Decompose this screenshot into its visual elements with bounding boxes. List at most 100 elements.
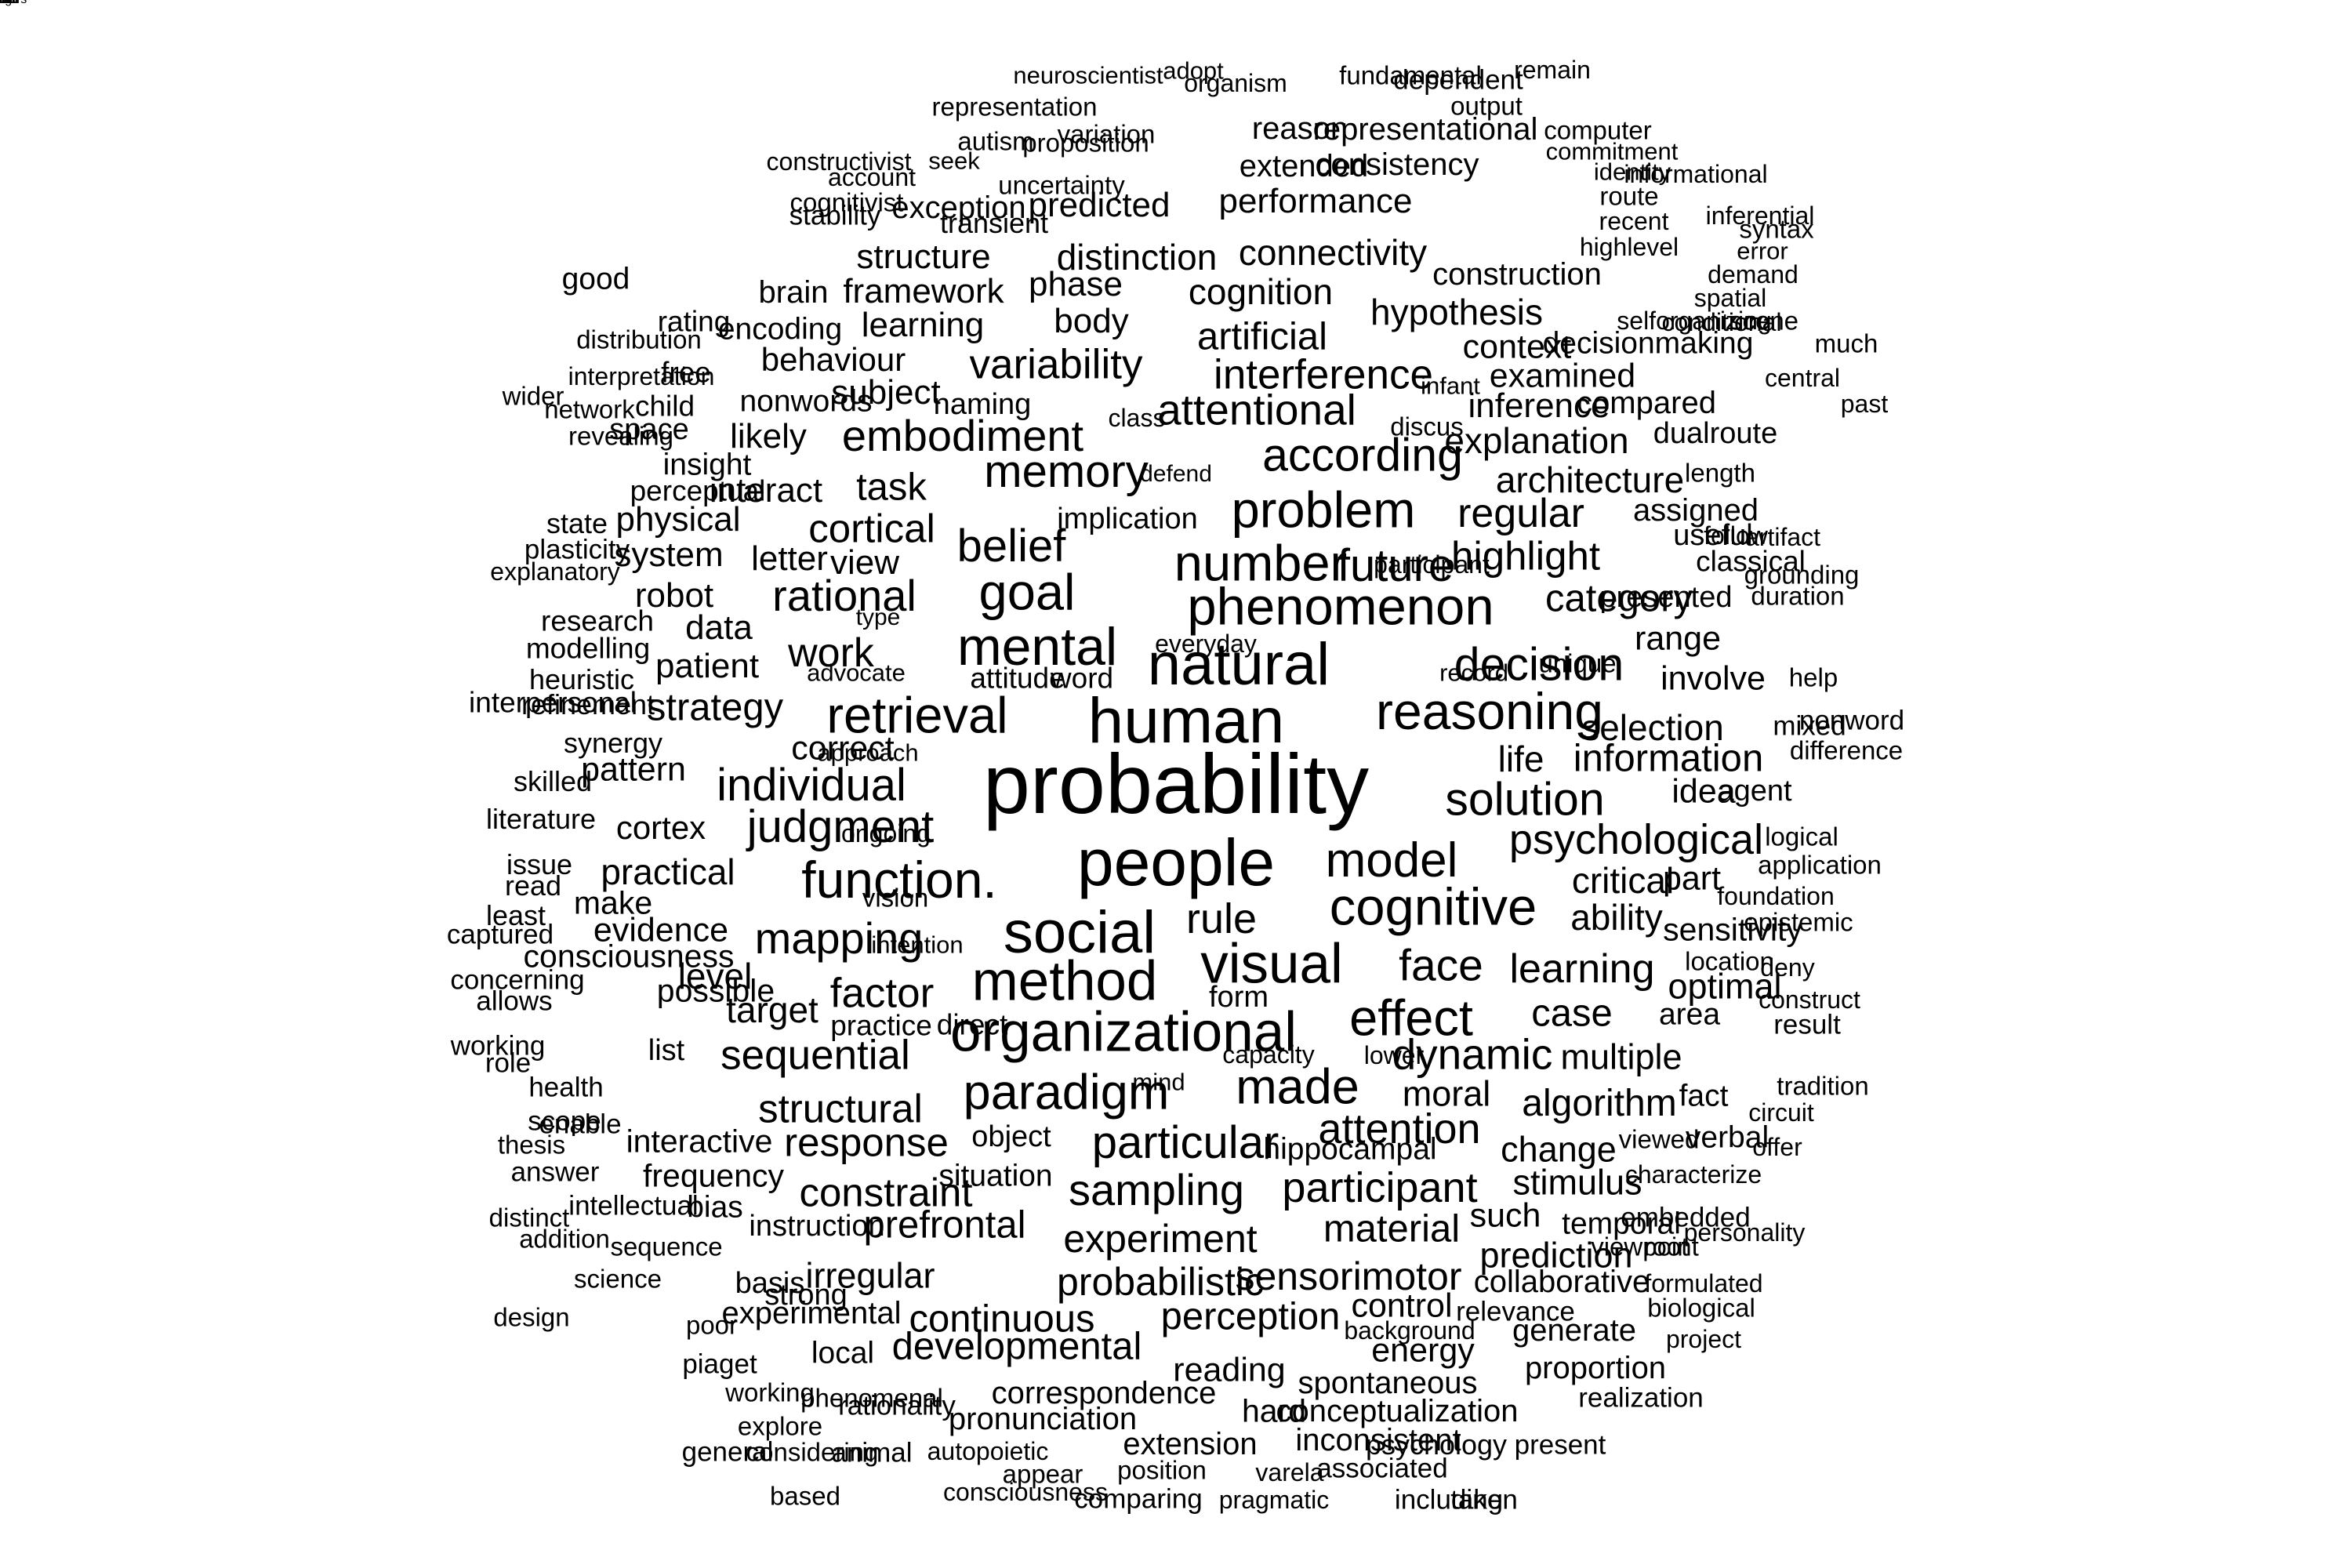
word: close <box>0 0 15 6</box>
word: transient <box>939 207 1049 239</box>
word: goal <box>978 563 1076 621</box>
word: basis <box>735 1267 805 1300</box>
word: interactive <box>626 1123 773 1160</box>
word: organism <box>1184 69 1287 97</box>
word: judgment <box>746 801 935 852</box>
word: subject <box>831 373 941 412</box>
word: interference <box>1214 351 1433 398</box>
word: artifact <box>1744 523 1821 551</box>
word: hypothesis <box>1370 292 1543 332</box>
word: fundamental <box>1339 60 1482 90</box>
word: revealing <box>568 421 673 451</box>
word: thesis <box>497 1130 566 1160</box>
word: irregular <box>805 1255 935 1296</box>
word: consistency <box>1315 147 1479 182</box>
word: sensitivity <box>1663 911 1802 948</box>
word: viewpoint <box>1591 1232 1699 1261</box>
word: everyday <box>1155 630 1257 658</box>
word: rating <box>657 305 731 338</box>
word: ability <box>1570 897 1663 938</box>
word: make <box>573 884 653 921</box>
word: frequency <box>642 1157 785 1194</box>
word: network <box>544 394 635 424</box>
word: change <box>1501 1129 1617 1170</box>
word: cognitive <box>1329 877 1537 937</box>
word: health <box>528 1072 604 1103</box>
word: correspondence <box>991 1376 1217 1410</box>
word: extension <box>1123 1427 1258 1461</box>
word: heuristic <box>528 663 635 695</box>
word: general <box>681 1436 774 1468</box>
word: natural <box>1147 631 1330 698</box>
word: formal <box>0 0 17 6</box>
word: relevance <box>1456 1296 1575 1327</box>
word: phenomenal <box>800 1383 943 1413</box>
word: considering <box>746 1437 879 1467</box>
word: spontaneous <box>1298 1366 1478 1400</box>
word: nonwords <box>739 384 873 419</box>
word: list <box>648 1034 685 1067</box>
word: representation <box>931 92 1098 122</box>
word: pattern <box>581 750 686 789</box>
word: wider <box>502 381 564 411</box>
word: stimulus <box>1512 1162 1642 1203</box>
word: infant <box>1421 372 1480 400</box>
word: route <box>1599 181 1659 211</box>
word: cortical <box>808 506 935 551</box>
word: care <box>0 0 13 6</box>
word: deny <box>1760 953 1815 982</box>
word: project <box>1665 1325 1742 1353</box>
word: direct <box>936 1008 1008 1041</box>
word: task <box>856 466 927 509</box>
word: tradition <box>1777 1071 1869 1101</box>
word: position <box>1117 1455 1207 1485</box>
word: construction <box>1432 257 1602 292</box>
word: verbal <box>1685 1120 1769 1155</box>
word: learning <box>861 306 985 344</box>
word: dependent <box>1393 64 1523 96</box>
word: energy <box>1371 1331 1475 1370</box>
word: constructivist <box>766 147 912 176</box>
word: examined <box>1489 357 1636 395</box>
word: offer <box>1752 1133 1802 1161</box>
word: cognitivist <box>789 187 904 217</box>
word: evidence <box>593 911 729 949</box>
word: collaborative <box>1473 1265 1650 1299</box>
word: neuron <box>0 0 20 6</box>
word: structure <box>856 238 991 276</box>
word: conceptualization <box>1276 1394 1519 1428</box>
word: exception <box>891 191 1026 225</box>
word: core <box>0 0 13 6</box>
word: proportion <box>1524 1351 1667 1385</box>
word: background <box>1344 1316 1475 1345</box>
word: enable <box>539 1109 622 1140</box>
word: attentional <box>1157 385 1356 434</box>
word: captured <box>446 919 554 950</box>
word: sequence <box>610 1232 723 1261</box>
word: solution <box>1445 773 1605 826</box>
word: viewed <box>1618 1124 1700 1154</box>
word: participant <box>1374 550 1490 579</box>
word: consciousness <box>523 938 735 975</box>
word: lower <box>1363 1041 1425 1069</box>
word: identity <box>1593 158 1671 186</box>
word: modelling <box>525 632 651 665</box>
word: brain <box>758 275 829 310</box>
word: structural <box>758 1086 923 1131</box>
word: part <box>1662 859 1722 898</box>
word: account <box>827 163 916 191</box>
word: seek <box>928 147 980 175</box>
word: epistemic <box>1744 907 1853 937</box>
word: spatial <box>1693 284 1767 312</box>
word: scope <box>528 1105 601 1137</box>
word: agent <box>1717 775 1792 808</box>
word: optimal <box>1668 966 1782 1007</box>
word: reasoning <box>1376 682 1603 740</box>
word: model <box>1325 833 1458 887</box>
word: cognition <box>1188 271 1334 312</box>
word: object <box>971 1120 1051 1153</box>
word: mind <box>1132 1068 1185 1096</box>
word: self <box>0 0 9 6</box>
word: literature <box>485 803 597 835</box>
word: factor <box>829 970 935 1017</box>
